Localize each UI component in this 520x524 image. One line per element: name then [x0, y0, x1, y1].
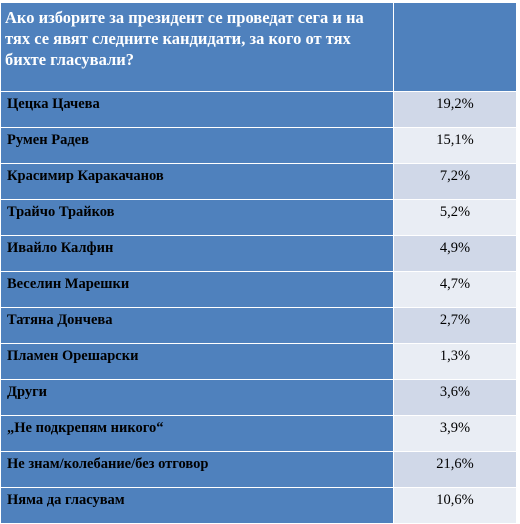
candidate-percent: 5,2% — [393, 199, 517, 236]
table-header-row: Ако изборите за президент се проведат се… — [0, 2, 517, 92]
table-row: Ивайло Калфин 4,9% — [0, 235, 517, 272]
candidate-name: „Не подкрепям никого“ — [0, 415, 394, 452]
candidate-name: Не знам/колебание/без отговор — [0, 451, 394, 488]
candidate-percent: 3,9% — [393, 415, 517, 452]
candidate-percent: 15,1% — [393, 127, 517, 164]
candidate-name: Ивайло Калфин — [0, 235, 394, 272]
candidate-name: Веселин Марешки — [0, 271, 394, 308]
table-row: Пламен Орешарски 1,3% — [0, 343, 517, 380]
candidate-name: Румен Радев — [0, 127, 394, 164]
candidate-name: Трайчо Трайков — [0, 199, 394, 236]
candidate-percent: 1,3% — [393, 343, 517, 380]
candidate-percent: 2,7% — [393, 307, 517, 344]
candidate-name: Цецка Цачева — [0, 91, 394, 128]
candidate-percent: 3,6% — [393, 379, 517, 416]
table-row: Не знам/колебание/без отговор 21,6% — [0, 451, 517, 488]
candidate-percent: 21,6% — [393, 451, 517, 488]
candidate-name: Други — [0, 379, 394, 416]
table-row: Цецка Цачева 19,2% — [0, 91, 517, 128]
table-row: Красимир Каракачанов 7,2% — [0, 163, 517, 200]
question-header: Ако изборите за президент се проведат се… — [0, 2, 394, 92]
candidate-percent: 19,2% — [393, 91, 517, 128]
candidate-percent: 7,2% — [393, 163, 517, 200]
table-row: Румен Радев 15,1% — [0, 127, 517, 164]
table-row: Други 3,6% — [0, 379, 517, 416]
table-row: „Не подкрепям никого“ 3,9% — [0, 415, 517, 452]
candidate-percent: 4,7% — [393, 271, 517, 308]
table-row: Веселин Марешки 4,7% — [0, 271, 517, 308]
candidate-percent: 10,6% — [393, 487, 517, 524]
candidate-name: Красимир Каракачанов — [0, 163, 394, 200]
candidate-name: Няма да гласувам — [0, 487, 394, 524]
table-row: Няма да гласувам 10,6% — [0, 487, 517, 524]
candidate-name: Татяна Дончева — [0, 307, 394, 344]
value-header — [393, 2, 517, 92]
candidate-percent: 4,9% — [393, 235, 517, 272]
table-row: Трайчо Трайков 5,2% — [0, 199, 517, 236]
candidate-name: Пламен Орешарски — [0, 343, 394, 380]
table-row: Татяна Дончева 2,7% — [0, 307, 517, 344]
